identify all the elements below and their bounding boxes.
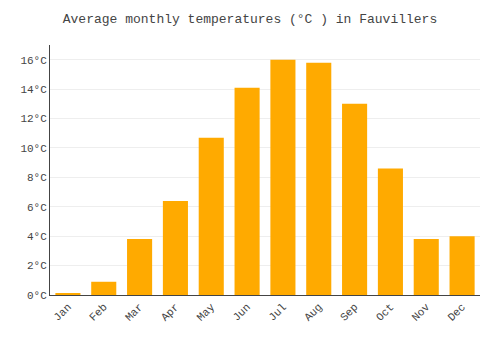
svg-text:Mar: Mar bbox=[123, 301, 145, 323]
svg-text:Apr: Apr bbox=[159, 301, 181, 323]
svg-text:Aug: Aug bbox=[302, 301, 324, 323]
svg-text:Jun: Jun bbox=[231, 301, 253, 323]
svg-text:6°C: 6°C bbox=[27, 202, 47, 214]
svg-text:May: May bbox=[195, 301, 218, 324]
svg-text:Jan: Jan bbox=[51, 301, 73, 323]
svg-text:8°C: 8°C bbox=[27, 172, 47, 184]
svg-text:Average monthly temperatures (: Average monthly temperatures (°C ) in Fa… bbox=[63, 12, 437, 27]
svg-text:Sep: Sep bbox=[338, 301, 360, 323]
svg-text:12°C: 12°C bbox=[20, 113, 47, 125]
svg-text:14°C: 14°C bbox=[20, 84, 47, 96]
svg-text:10°C: 10°C bbox=[20, 143, 47, 155]
svg-text:0°C: 0°C bbox=[27, 290, 47, 302]
svg-text:2°C: 2°C bbox=[27, 260, 47, 272]
svg-text:16°C: 16°C bbox=[20, 55, 47, 67]
svg-text:Feb: Feb bbox=[87, 301, 109, 323]
svg-text:Dec: Dec bbox=[446, 301, 468, 323]
svg-text:Oct: Oct bbox=[374, 301, 396, 323]
svg-text:4°C: 4°C bbox=[27, 231, 47, 243]
svg-text:Jul: Jul bbox=[266, 301, 288, 323]
svg-text:Nov: Nov bbox=[410, 301, 433, 324]
